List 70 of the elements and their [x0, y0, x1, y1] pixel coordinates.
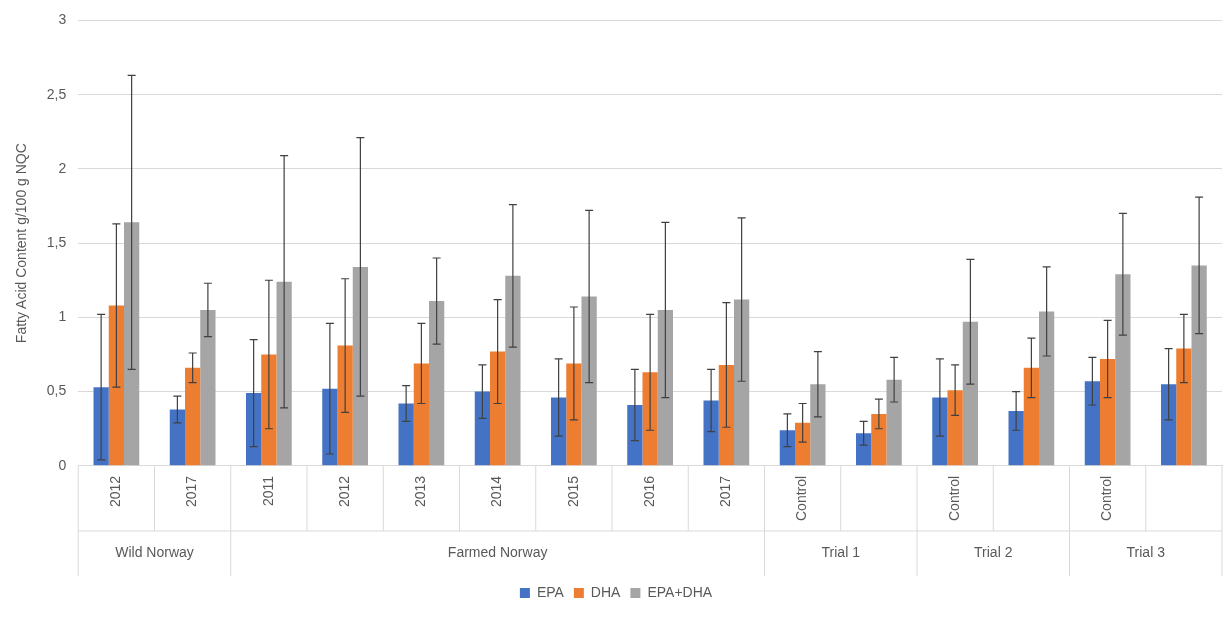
bar — [1100, 358, 1116, 466]
y-tick-label: 2,5 — [46, 85, 67, 102]
legend-label: EPA+DHA — [647, 583, 713, 600]
y-tick-label: 1 — [58, 308, 67, 325]
legend-label: EPA — [536, 583, 565, 600]
legend-label: DHA — [590, 583, 622, 600]
bar — [474, 391, 491, 466]
bar — [657, 309, 674, 466]
bar — [703, 400, 719, 466]
bar — [429, 301, 445, 466]
bar — [627, 404, 643, 466]
bar — [856, 433, 872, 466]
x-tick-label: 2012 — [335, 475, 352, 508]
bar — [1115, 274, 1131, 466]
x-tick-label: Control — [1098, 475, 1115, 522]
bar — [261, 354, 277, 466]
bar — [169, 409, 186, 466]
x-tick-label: Control — [945, 475, 962, 522]
bar — [1176, 348, 1192, 466]
bar — [185, 367, 201, 466]
bar — [1023, 367, 1039, 466]
text: Trial 2 — [974, 543, 1013, 560]
bar — [1008, 410, 1024, 466]
y-tick-label: 0 — [58, 456, 67, 473]
bar — [200, 309, 216, 466]
bar — [932, 397, 948, 466]
bar — [551, 397, 567, 466]
x-tick-label: 2015 — [564, 475, 581, 508]
x-tick-label: 2011 — [259, 475, 276, 506]
x-tick-label: 2017 — [717, 475, 734, 508]
bar — [398, 403, 414, 466]
bar — [962, 321, 978, 466]
y-axis-title: Fatty Acid Content g/100 g NQC — [13, 143, 30, 344]
bar — [581, 296, 597, 466]
bar — [947, 390, 963, 466]
x-tick-label: 2017 — [183, 475, 200, 508]
bar — [871, 413, 887, 466]
bar — [810, 384, 826, 466]
y-tick-label: 0,5 — [46, 382, 67, 399]
bar — [1161, 384, 1177, 466]
x-tick-label: 2016 — [640, 475, 657, 508]
bar — [779, 430, 795, 466]
bar — [642, 372, 658, 466]
bar — [1039, 311, 1055, 466]
text: Farmed Norway — [447, 543, 548, 560]
bar — [505, 275, 521, 466]
bar — [734, 299, 750, 466]
bar — [108, 305, 125, 466]
bar — [413, 363, 430, 466]
y-tick-label: 1,5 — [46, 233, 67, 250]
text: Wild Norway — [115, 543, 194, 560]
y-tick-label: 3 — [58, 11, 67, 28]
bar — [1084, 381, 1100, 466]
bar — [490, 351, 506, 466]
bar — [337, 345, 353, 466]
x-tick-label: 2013 — [412, 475, 429, 508]
bar — [566, 363, 582, 466]
bar — [718, 364, 735, 466]
text: Trial 3 — [1126, 543, 1166, 560]
bar — [124, 222, 140, 466]
bar — [352, 266, 369, 466]
x-tick-label: 2012 — [107, 475, 124, 508]
bar — [1191, 265, 1207, 466]
y-tick-label: 2 — [58, 159, 67, 176]
bar — [246, 393, 262, 466]
x-tick-label: Control — [793, 475, 810, 522]
text: Trial 1 — [821, 543, 861, 560]
bar — [795, 422, 811, 466]
x-tick-label: 2014 — [488, 475, 505, 508]
bar — [886, 379, 902, 466]
